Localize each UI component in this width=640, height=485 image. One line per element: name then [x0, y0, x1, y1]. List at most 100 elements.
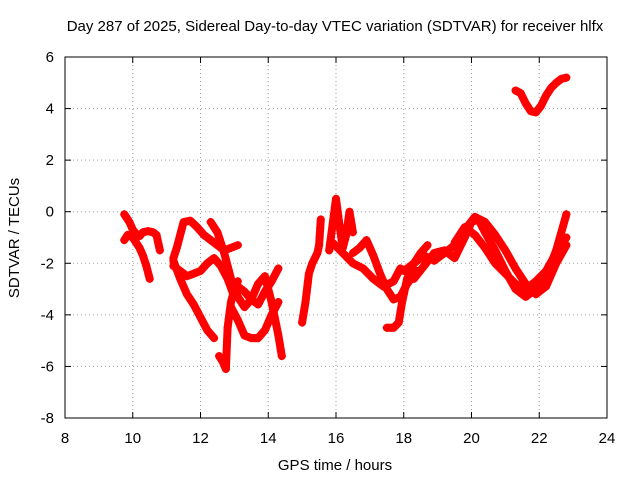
series-line [328, 238, 405, 291]
data-point [558, 222, 567, 231]
data-point [256, 296, 265, 305]
data-point [304, 269, 313, 278]
data-point [140, 254, 149, 263]
series-line [169, 254, 239, 301]
data-point [263, 321, 272, 330]
data-point [336, 228, 345, 237]
data-point [520, 95, 529, 104]
data-point [274, 297, 283, 306]
data-point [494, 236, 503, 245]
data-point [334, 212, 343, 221]
data-point [453, 247, 462, 256]
y-tick-label: -6 [41, 358, 54, 375]
chart-title: Day 287 of 2025, Sidereal Day-to-day VTE… [67, 18, 604, 35]
data-point [226, 303, 235, 312]
data-point [272, 320, 281, 329]
data-point [178, 279, 187, 288]
data-point [389, 277, 398, 286]
data-point [171, 262, 180, 271]
series-arc-18 [511, 73, 571, 117]
y-tick-label: -8 [41, 410, 54, 427]
data-point [364, 241, 373, 250]
data-point [226, 274, 235, 283]
x-tick-label: 12 [192, 430, 209, 447]
data-point [457, 240, 466, 249]
data-point [141, 258, 150, 267]
data-point [275, 338, 284, 347]
data-point [540, 95, 549, 104]
data-point [401, 282, 410, 291]
data-point [394, 318, 403, 327]
data-point [231, 311, 240, 320]
y-axis-label: SDTVAR / TECUs [6, 178, 23, 298]
data-point [501, 246, 510, 255]
data-point [142, 261, 151, 270]
series-arc-8 [226, 297, 283, 343]
data-point [171, 247, 180, 256]
data-point [378, 274, 387, 283]
data-point [562, 210, 571, 219]
data-point [545, 261, 554, 270]
data-point [238, 326, 247, 335]
data-point [233, 316, 242, 325]
data-point [201, 322, 210, 331]
data-point [514, 269, 523, 278]
data-point [316, 224, 325, 233]
series-arc-17 [450, 223, 571, 294]
data-point [497, 241, 506, 250]
data-point [151, 230, 160, 239]
series-arc-1 [120, 210, 164, 255]
data-point [453, 233, 462, 242]
data-point [516, 89, 525, 98]
series-arc-3 [169, 216, 242, 263]
data-point [269, 273, 278, 282]
series-line [450, 223, 571, 294]
data-point [367, 246, 376, 255]
data-point [420, 261, 429, 270]
data-point [413, 270, 422, 279]
data-point [221, 365, 230, 374]
data-point [175, 235, 184, 244]
data-point [476, 219, 485, 228]
data-point [229, 289, 238, 298]
data-point [391, 273, 400, 282]
data-point [548, 254, 557, 263]
data-point [376, 269, 385, 278]
data-point [220, 248, 229, 257]
data-point [536, 101, 545, 110]
data-point [223, 337, 232, 346]
data-point [277, 352, 286, 361]
data-point [392, 320, 401, 329]
data-point [562, 233, 571, 242]
series-arc-4 [169, 254, 239, 301]
data-point [189, 300, 198, 309]
data-point [194, 309, 203, 318]
data-point [180, 285, 189, 294]
data-point [345, 207, 354, 216]
data-point [514, 88, 523, 97]
data-point [267, 310, 276, 319]
data-point [327, 229, 336, 238]
data-point [538, 98, 547, 107]
data-point [487, 240, 496, 249]
data-point [254, 300, 263, 309]
data-point [177, 226, 186, 235]
x-tick-label: 14 [260, 430, 277, 447]
series-arc-9 [233, 264, 283, 309]
data-point [309, 255, 318, 264]
data-point [487, 254, 496, 263]
series-arc-5 [169, 256, 219, 343]
data-point [325, 246, 334, 255]
data-point [531, 285, 540, 294]
data-point [267, 277, 276, 286]
data-point [478, 224, 487, 233]
data-point [316, 215, 325, 224]
data-point [332, 194, 340, 203]
data-point [229, 307, 238, 316]
data-point [450, 238, 459, 247]
data-point [272, 302, 281, 311]
data-point [518, 274, 527, 283]
data-point [552, 248, 561, 257]
